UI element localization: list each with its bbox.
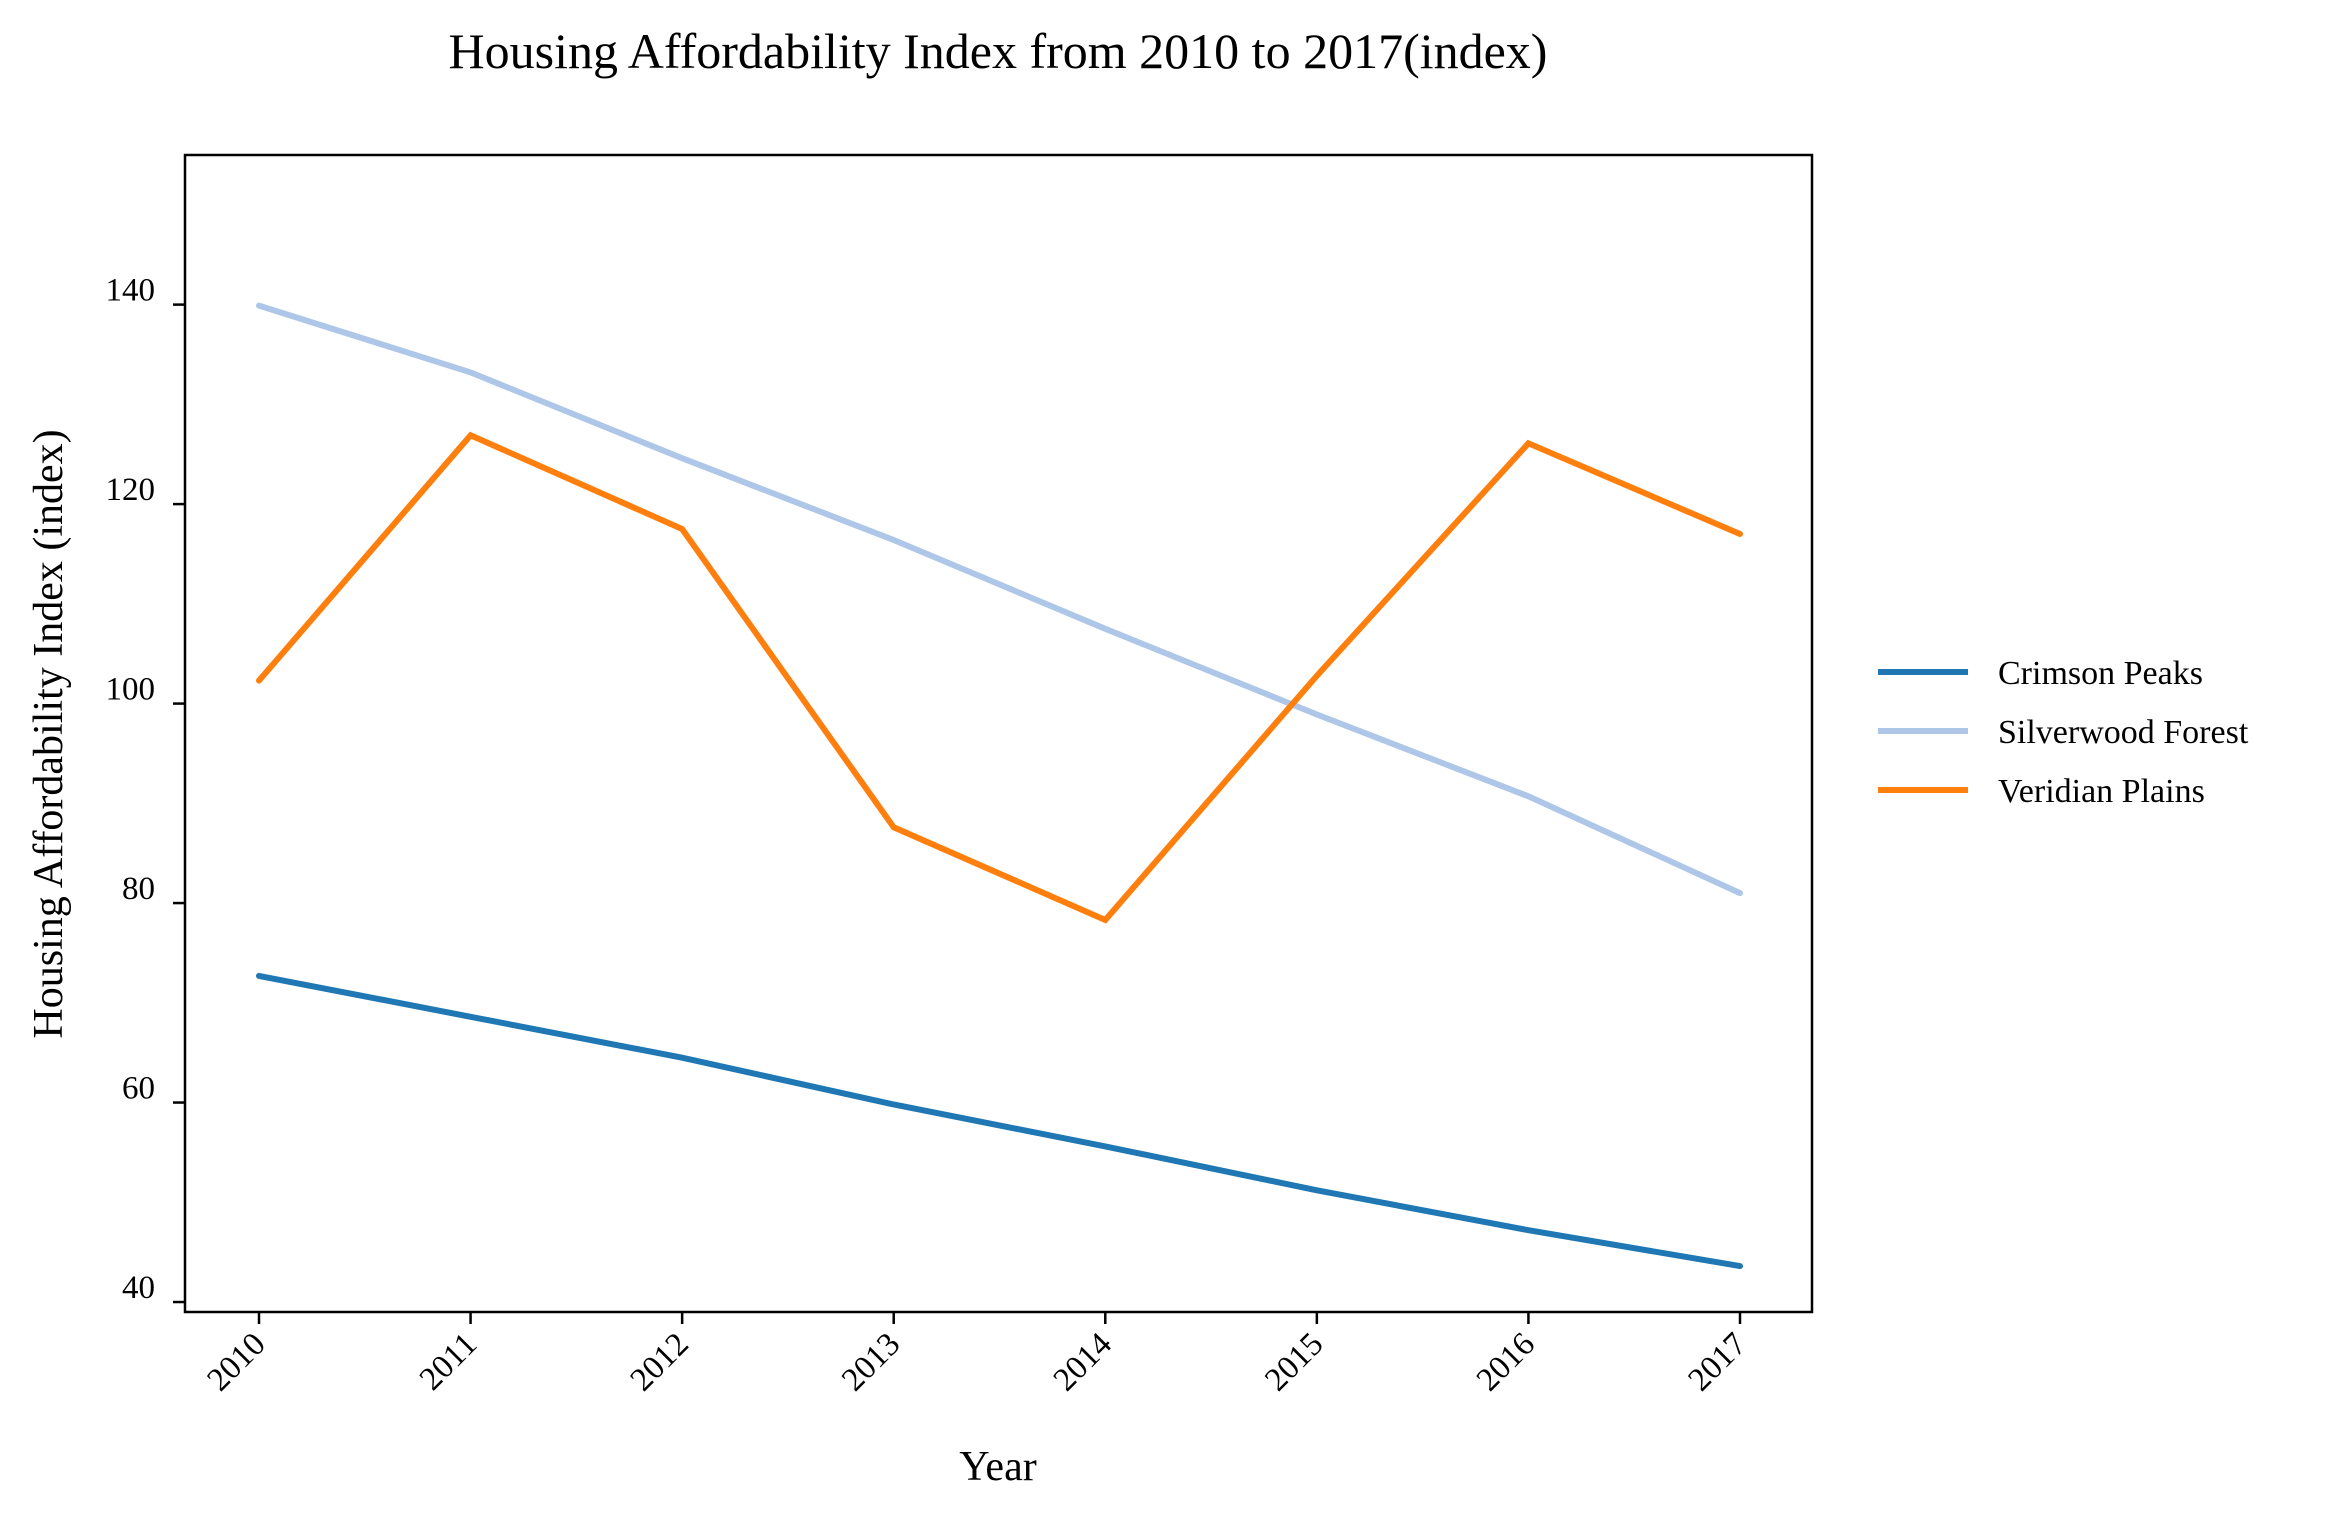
y-axis: 40 60 80 100 120 140 (106, 273, 185, 1306)
y-tick-label: 60 (122, 1071, 155, 1107)
series-line-crimson-peaks (256, 972, 1743, 1270)
y-tick-label: 100 (106, 672, 156, 708)
y-tick-label: 80 (122, 871, 155, 907)
legend-label: Silverwood Forest (1998, 714, 2249, 751)
y-axis-label: Housing Affordability Index (index) (26, 429, 72, 1038)
series-line-veridian-plains (256, 431, 1743, 924)
plot-frame (183, 153, 1814, 1314)
legend: Crimson Peaks Silverwood Forest Veridian P… (1878, 655, 2249, 810)
y-tick-label: 120 (106, 472, 156, 508)
series-line-silverwood-forest (256, 302, 1743, 897)
y-tick-label: 40 (122, 1270, 155, 1306)
legend-label: Veridian Plains (1998, 773, 2205, 810)
chart-title: Housing Affordability Index from 2010 to… (449, 23, 1548, 79)
x-axis-label: Year (959, 1444, 1036, 1490)
y-tick-label: 140 (106, 273, 156, 309)
legend-label: Crimson Peaks (1998, 655, 2203, 692)
series-layer (256, 302, 1743, 1270)
